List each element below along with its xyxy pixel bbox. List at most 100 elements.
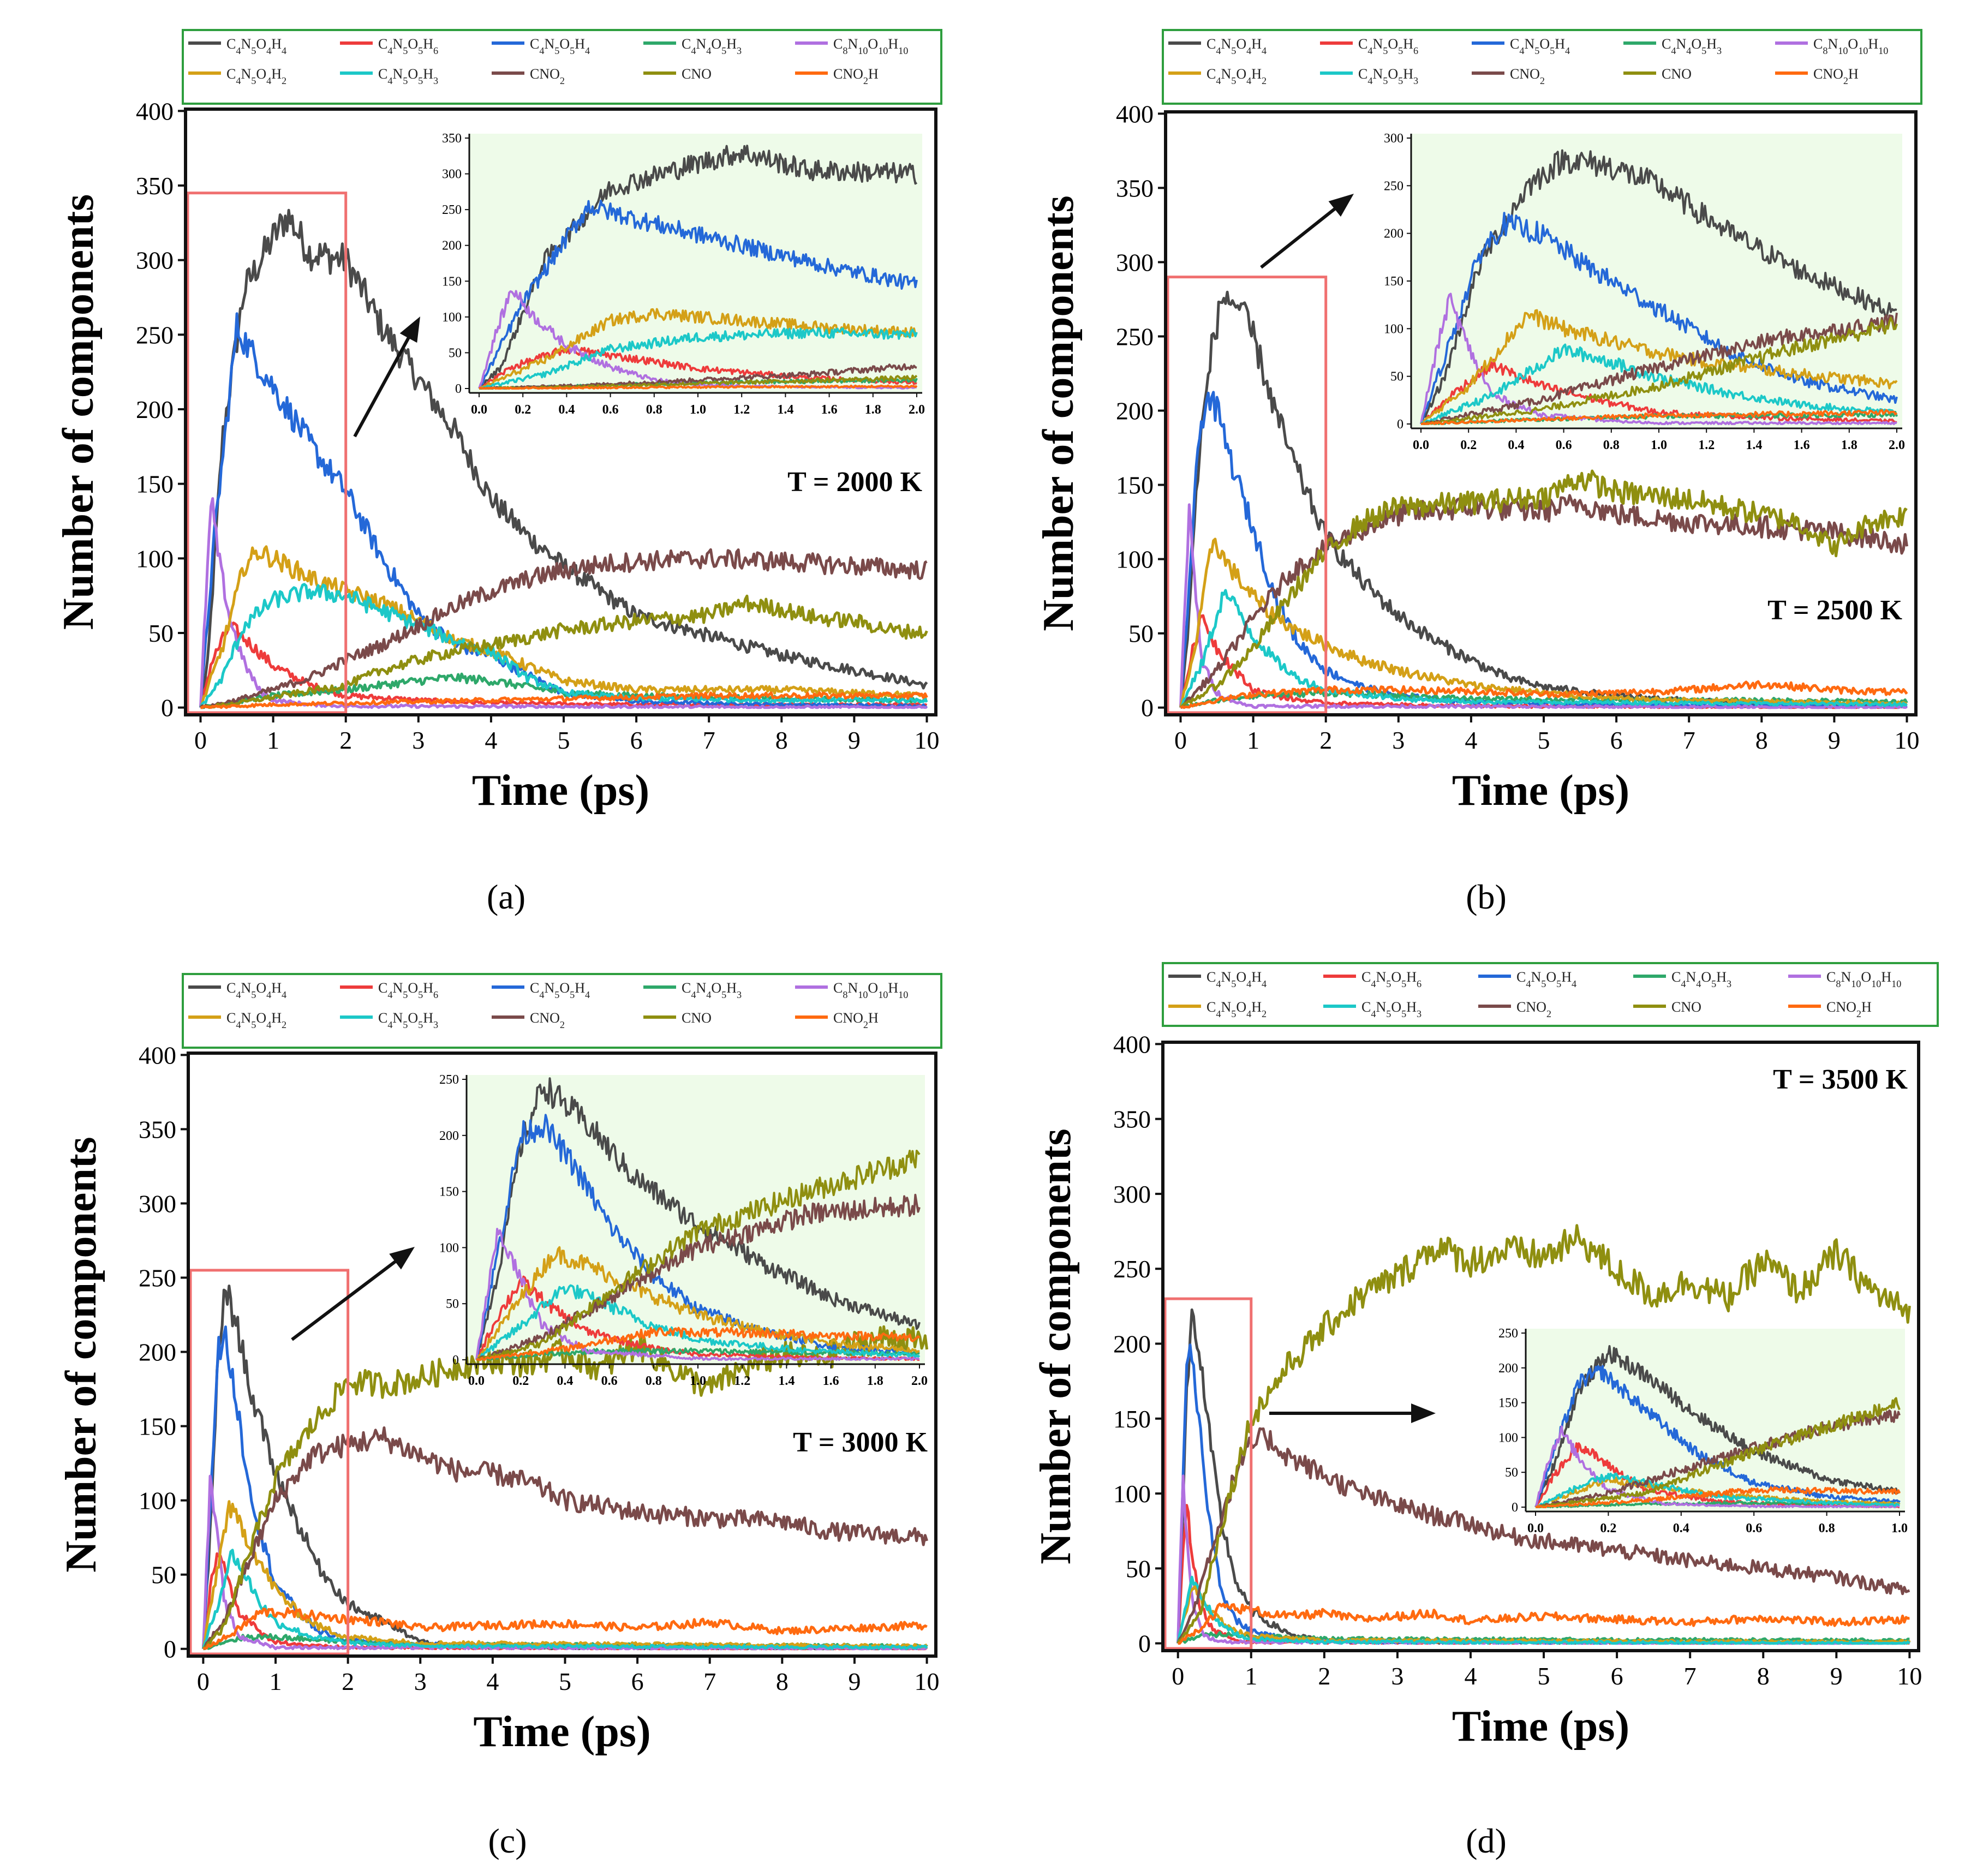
inset-series-line-s8 [476, 1193, 921, 1361]
x-tick-label: 4 [1465, 726, 1477, 754]
inset-x-tick-label: 0.2 [1460, 438, 1477, 452]
y-tick-label: 200 [136, 396, 174, 423]
inset-series-line-s3 [478, 199, 918, 389]
zoom-arrow [353, 330, 414, 438]
inset-x-tick-label: 0.0 [1413, 438, 1429, 452]
x-tick-label: 6 [630, 726, 643, 754]
legend-label: C4N5O5H6 [1361, 969, 1422, 989]
inset-series-line-s7 [1420, 343, 1897, 425]
series-line-s7 [199, 583, 928, 708]
x-tick-label: 0 [1172, 1662, 1184, 1690]
panel-b: C4N5O4H4 C4N5O5H6 C4N5O5H4 C4N4O5H3 C8N10O10… [1035, 29, 1922, 916]
legend-label: CNO2 [1510, 66, 1545, 86]
inset-x-tick-label: 1.8 [865, 403, 881, 417]
panel-caption: (b) [1466, 877, 1507, 916]
inset-x-tick-label: 0.0 [471, 403, 487, 417]
temperature-label: T = 3500 K [1773, 1064, 1908, 1095]
x-tick-label: 9 [848, 726, 861, 754]
legend-label: CNO [1662, 66, 1692, 82]
inset-y-tick-label: 250 [439, 1073, 459, 1087]
inset-series-line-s5 [1420, 292, 1897, 425]
inset-x-tick-label: 1.6 [821, 403, 838, 417]
series-line-s7 [202, 1549, 928, 1651]
y-tick-label: 300 [1113, 1180, 1151, 1208]
inset-series-line-s3 [1420, 212, 1898, 425]
panel-caption: (a) [487, 877, 525, 916]
y-tick-label: 100 [139, 1487, 176, 1515]
inset-series-line-s1 [1534, 1345, 1901, 1508]
legend-label: C4N5O4H4 [226, 36, 286, 56]
legend-label: CNO [1671, 999, 1701, 1015]
y-tick-label: 350 [1116, 174, 1154, 202]
y-tick-label: 100 [1113, 1480, 1151, 1508]
series-line-s5 [1179, 503, 1908, 709]
zoom-arrow [291, 1255, 403, 1341]
inset-x-tick-label: 2.0 [909, 403, 925, 417]
x-tick-label: 6 [631, 1668, 644, 1695]
inset-x-tick-label: 1.6 [1794, 438, 1810, 452]
x-tick-label: 6 [1611, 1662, 1623, 1690]
zoom-region-box [189, 1269, 350, 1656]
inset-x-tick-label: 0.4 [1508, 438, 1524, 452]
inset-x-tick-label: 1.2 [733, 403, 750, 417]
series-line-s8 [199, 548, 928, 709]
legend-label: CNO2H [1813, 66, 1859, 86]
x-axis-label: Time (ps) [1452, 1702, 1629, 1750]
temperature-label: T = 2000 K [787, 467, 922, 498]
inset-y-tick-label: 200 [439, 1129, 459, 1143]
series-line-s9 [200, 594, 928, 709]
panel-a: C4N5O4H4 C4N5O5H6 C4N5O5H4 C4N4O5H3 C8N10O10… [55, 29, 942, 916]
y-tick-label: 300 [136, 247, 174, 274]
inset-y-tick-label: 200 [1384, 227, 1403, 241]
inset-x-tick-label: 0.4 [558, 403, 575, 417]
legend-label: C4N5O5H4 [1516, 969, 1576, 989]
inset-y-tick-label: 150 [442, 274, 462, 289]
legend-label: CNO2H [833, 1010, 879, 1030]
inset-x-tick-label: 0.8 [646, 1374, 662, 1388]
inset-x-tick-label: 1.2 [734, 1374, 750, 1388]
inset-y-tick-label: 0 [455, 382, 462, 396]
x-tick-label: 4 [486, 1668, 499, 1695]
inset-y-tick-label: 100 [1498, 1431, 1518, 1445]
legend-label: CNO [682, 1010, 712, 1026]
x-tick-label: 8 [1757, 1662, 1770, 1690]
y-tick-label: 350 [1113, 1106, 1151, 1133]
inset-series-line-s7 [1535, 1472, 1900, 1508]
inset-series-line-s1 [478, 145, 918, 390]
inset-x-tick-label: 0.6 [1556, 438, 1572, 452]
y-tick-label: 400 [139, 1041, 176, 1069]
x-tick-label: 1 [1247, 726, 1259, 754]
y-tick-label: 250 [1116, 322, 1154, 350]
inset-y-tick-label: 200 [442, 239, 462, 253]
inset-series-line-s8 [1420, 313, 1898, 425]
legend-label: C4N5O5H4 [1510, 36, 1570, 56]
inset-y-tick-label: 0 [1512, 1501, 1518, 1515]
series-line-s5 [199, 497, 928, 709]
inset-series-line-s7 [479, 327, 918, 390]
x-tick-label: 10 [1897, 1662, 1922, 1690]
series-line-s10 [202, 1607, 928, 1651]
inset-series-line-s7 [475, 1284, 921, 1361]
plot-frame [184, 107, 937, 716]
y-tick-label: 200 [1116, 397, 1154, 425]
inset-series-line-s4 [1535, 1501, 1901, 1508]
x-tick-label: 0 [194, 726, 207, 754]
x-tick-label: 2 [342, 1668, 354, 1695]
legend-label: C4N4O5H3 [1671, 969, 1731, 989]
x-tick-label: 10 [1895, 726, 1920, 754]
legend-label: C4N5O5H6 [1358, 36, 1418, 56]
inset-x-tick-label: 2.0 [911, 1374, 928, 1388]
y-axis-label: Number of components [1035, 195, 1083, 631]
x-tick-label: 9 [1830, 1662, 1843, 1690]
temperature-label: T = 3000 K [793, 1427, 928, 1458]
inset-y-tick-label: 100 [442, 310, 462, 325]
y-tick-label: 100 [1116, 546, 1154, 573]
x-tick-label: 6 [1610, 726, 1623, 754]
inset-y-tick-label: 150 [1498, 1396, 1518, 1411]
legend-label: CNO2 [530, 1010, 565, 1030]
x-tick-label: 9 [848, 1668, 861, 1695]
inset-y-tick-label: 0 [1397, 417, 1403, 432]
x-axis-label: Time (ps) [473, 1708, 650, 1756]
x-tick-label: 5 [559, 1668, 571, 1695]
